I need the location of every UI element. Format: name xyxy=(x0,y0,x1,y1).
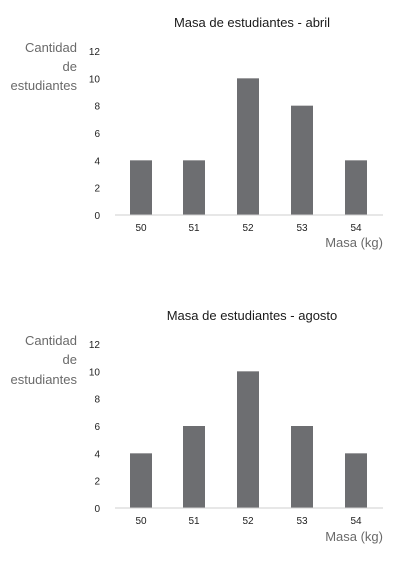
chart-title: Masa de estudiantes - agosto xyxy=(167,308,338,323)
bar-50 xyxy=(130,453,152,508)
y-tick-label: 0 xyxy=(94,211,100,222)
y-tick-label: 6 xyxy=(94,129,100,140)
y-tick-label: 6 xyxy=(94,422,100,433)
chart-title: Masa de estudiantes - abril xyxy=(174,15,330,30)
y-tick-label: 8 xyxy=(94,102,100,113)
y-axis-label-line: de xyxy=(63,352,77,367)
y-axis-label-line: estudiantes xyxy=(11,372,78,387)
x-tick-label: 54 xyxy=(350,516,362,527)
chart-abril: Masa de estudiantes - abril Cantidad de est… xyxy=(11,15,383,250)
x-axis-label: Masa (kg) xyxy=(325,529,383,544)
bar-52 xyxy=(237,371,259,508)
y-tick-label: 8 xyxy=(94,395,100,406)
x-tick-label: 52 xyxy=(242,223,254,234)
x-tick-label: 54 xyxy=(350,223,362,234)
y-tick-label: 4 xyxy=(94,156,100,167)
x-tick-label: 50 xyxy=(135,223,147,234)
x-tick-label: 52 xyxy=(242,516,254,527)
chart-agosto: Masa de estudiantes - agosto Cantidad de es… xyxy=(11,308,383,544)
x-tick-label: 51 xyxy=(188,516,200,527)
y-axis-label-line: Cantidad xyxy=(25,40,77,55)
bar-54 xyxy=(345,160,367,215)
y-tick-label: 2 xyxy=(94,184,100,195)
y-axis-label-line: Cantidad xyxy=(25,333,77,348)
x-axis-label: Masa (kg) xyxy=(325,235,383,250)
y-axis-label-line: estudiantes xyxy=(11,78,78,93)
bar-53 xyxy=(291,105,313,215)
bar-52 xyxy=(237,78,259,215)
bar-51 xyxy=(183,426,205,508)
y-tick-label: 10 xyxy=(89,74,101,85)
y-tick-label: 12 xyxy=(89,47,101,58)
bar-50 xyxy=(130,160,152,215)
y-tick-label: 12 xyxy=(89,340,101,351)
x-tick-label: 51 xyxy=(188,223,200,234)
y-tick-label: 0 xyxy=(94,504,100,515)
y-axis-label-line: de xyxy=(63,59,77,74)
x-tick-label: 53 xyxy=(296,516,308,527)
x-tick-label: 53 xyxy=(296,223,308,234)
bar-53 xyxy=(291,426,313,508)
y-tick-label: 2 xyxy=(94,477,100,488)
bar-51 xyxy=(183,160,205,215)
x-tick-label: 50 xyxy=(135,516,147,527)
y-tick-label: 10 xyxy=(89,367,101,378)
bar-54 xyxy=(345,453,367,508)
y-tick-label: 4 xyxy=(94,449,100,460)
